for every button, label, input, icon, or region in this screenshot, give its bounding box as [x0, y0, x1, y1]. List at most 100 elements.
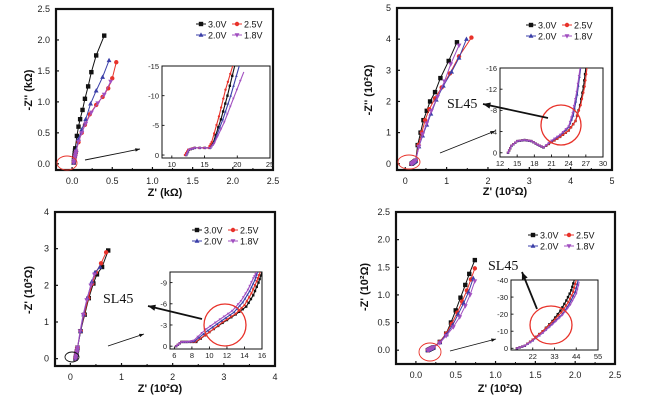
x-tick-label: 2 — [485, 176, 490, 186]
inset-x-tick-label: 12 — [496, 159, 504, 168]
inset-data-point — [572, 105, 576, 108]
inset-data-point — [228, 105, 232, 108]
legend-marker-icon — [230, 239, 236, 244]
inset-data-point — [567, 300, 570, 304]
series-1.8V — [73, 272, 97, 362]
pointer-arrow-head — [490, 131, 495, 135]
data-point — [114, 60, 119, 65]
inset-data-point — [555, 135, 559, 139]
data-point — [82, 96, 88, 101]
inset-data-point — [211, 143, 215, 147]
inset-data-point — [532, 141, 535, 144]
inset-data-point — [561, 130, 565, 134]
inset-data-point — [230, 309, 234, 313]
inset-data-point — [249, 297, 253, 301]
inset-series-group — [183, 66, 245, 157]
data-point — [95, 101, 101, 106]
inset-data-point — [231, 74, 234, 78]
data-point — [73, 355, 79, 360]
legend-label: 1.8V — [240, 237, 259, 247]
plot-frame — [394, 210, 617, 366]
data-point — [88, 110, 94, 116]
data-point — [424, 121, 430, 126]
data-point — [420, 132, 426, 137]
inset-x-tick-label: 6 — [172, 351, 176, 360]
inset-data-point — [259, 274, 262, 277]
inset-x-tick-label: 15 — [200, 160, 208, 169]
inset-data-point — [193, 339, 196, 343]
inset-y-tick-label: 0 — [493, 149, 497, 158]
data-point — [93, 53, 99, 58]
inset-data-point — [540, 145, 543, 149]
legend-item: 1.8V — [564, 242, 595, 252]
inset-data-point — [530, 140, 533, 143]
inset-data-point — [520, 345, 524, 349]
inset-data-point — [241, 296, 245, 299]
y-tick-label: 4 — [44, 207, 49, 217]
inset-data-point — [547, 326, 551, 329]
inset-data-point — [567, 125, 570, 128]
data-point — [102, 33, 107, 38]
x-tick-label: 1.0 — [146, 176, 159, 186]
inset-data-point — [573, 290, 577, 293]
inset-data-point — [570, 294, 573, 297]
inset-data-point — [571, 114, 575, 117]
inset-x-tick-label: 22 — [529, 352, 537, 361]
x-tick-label: 0 — [68, 372, 73, 382]
inset-data-point — [572, 296, 576, 299]
series-line — [74, 266, 101, 359]
inset-data-point — [222, 121, 226, 124]
inset-x-tick-label: 20 — [233, 160, 241, 169]
inset-data-point — [228, 313, 232, 317]
inset-data-point — [241, 300, 245, 304]
inset-data-point — [224, 88, 227, 91]
inset-y-tick-label: -6 — [160, 300, 167, 309]
legend-label: 2.0V — [204, 237, 223, 247]
inset-data-point — [190, 340, 193, 343]
inset-y-tick-label: 0 — [504, 344, 508, 353]
inset-x-tick-label: 16 — [258, 351, 266, 360]
x-tick-label: 1 — [119, 372, 124, 382]
data-point — [101, 92, 107, 98]
inset-data-point — [219, 118, 223, 121]
inset-y-tick-label: -40 — [497, 276, 508, 285]
inset-data-point — [575, 288, 579, 292]
y-tick-label: 4 — [386, 34, 391, 44]
legend-label: 2.0V — [540, 242, 559, 252]
inset-data-point — [576, 284, 580, 288]
data-point — [450, 325, 456, 330]
inset-data-point — [213, 321, 217, 325]
inset-data-point — [232, 97, 235, 101]
y-tick-label: 2 — [386, 96, 391, 106]
inset-data-point — [518, 139, 521, 143]
inset-data-point — [247, 295, 251, 299]
data-point — [457, 315, 463, 320]
x-tick-label: 4 — [272, 372, 277, 382]
data-point — [448, 62, 454, 67]
data-point — [77, 117, 83, 122]
inset-data-point — [246, 288, 250, 292]
zoom-region-ellipse — [56, 155, 78, 171]
inset-data-point — [217, 126, 220, 129]
inset-data-point — [585, 72, 588, 76]
data-point — [73, 151, 79, 156]
y-tick-label: 0 — [386, 159, 391, 169]
inset-data-point — [226, 102, 230, 105]
inset-data-point — [209, 146, 212, 150]
legend: 3.0V 2.5V 2.0V 1.8V — [192, 226, 259, 247]
data-point — [97, 264, 103, 269]
inset-data-point — [226, 94, 229, 97]
inset-data-point — [218, 318, 222, 321]
data-point — [88, 101, 93, 106]
inset-y-tick-label: -10 — [497, 327, 508, 336]
inset-data-point — [226, 80, 230, 84]
legend-item: 2.5V — [564, 231, 595, 241]
data-point — [73, 356, 78, 362]
annotation-arrow-head — [148, 304, 156, 311]
legend-label: 2.5V — [574, 21, 593, 31]
inset-data-point — [254, 273, 257, 276]
y-tick-label: 5 — [386, 3, 391, 13]
inset-data-point — [251, 282, 255, 285]
